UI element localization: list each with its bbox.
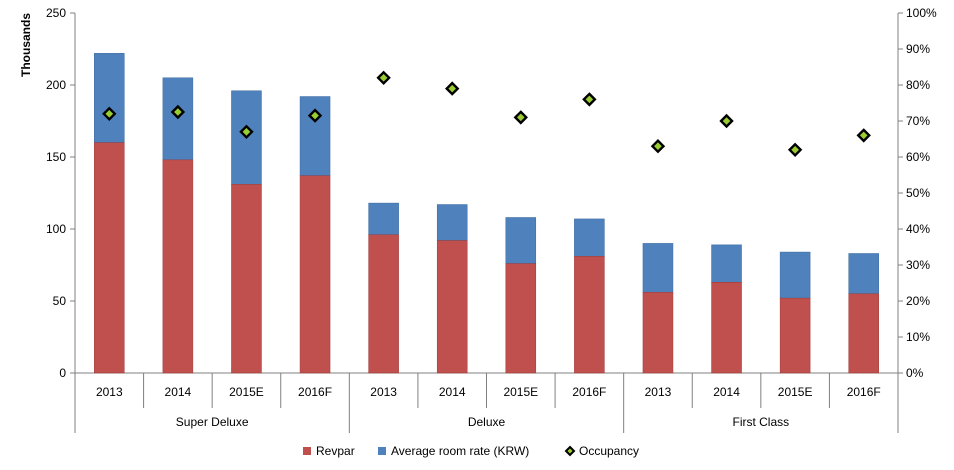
bar-revpar <box>94 142 125 374</box>
occupancy-marker <box>513 110 528 125</box>
bar-average-room-rate <box>848 253 879 295</box>
y2-tick-label: 30% <box>906 258 930 272</box>
y-tick-label: 50 <box>53 294 67 308</box>
group-label: Super Deluxe <box>176 415 249 429</box>
bar-average-room-rate <box>642 243 674 293</box>
y-tick-label: 150 <box>46 150 66 164</box>
y2-tick-label: 100% <box>906 6 937 20</box>
bar-average-room-rate <box>436 204 468 241</box>
y2-tick-label: 40% <box>906 222 930 236</box>
y2-tick-label: 0% <box>906 366 924 380</box>
bar-average-room-rate <box>299 96 331 176</box>
bar-revpar <box>779 297 811 374</box>
y2-tick-label: 10% <box>906 330 930 344</box>
x-tick-label: 2013 <box>96 385 123 399</box>
x-tick-label: 2016F <box>572 385 606 399</box>
occupancy-marker <box>239 124 254 139</box>
occupancy-marker <box>582 92 597 107</box>
x-tick-label: 2016F <box>298 385 332 399</box>
group-label: Deluxe <box>468 415 506 429</box>
bar-average-room-rate <box>505 217 537 264</box>
bar-revpar <box>436 240 468 374</box>
bar-average-room-rate <box>368 202 399 236</box>
occupancy-marker <box>170 104 186 120</box>
occupancy-marker <box>376 70 391 85</box>
y2-tick-label: 80% <box>906 78 930 92</box>
bar-average-room-rate <box>94 53 125 143</box>
x-tick-label: 2013 <box>645 385 672 399</box>
x-tick-label: 2016F <box>847 385 881 399</box>
y2-tick-label: 70% <box>906 114 930 128</box>
x-tick-label: 2015E <box>778 385 813 399</box>
x-tick-label: 2014 <box>165 385 192 399</box>
group-label: First Class <box>732 415 789 429</box>
x-tick-label: 2014 <box>439 385 466 399</box>
y-tick-label: 250 <box>46 6 66 20</box>
bar-revpar <box>162 159 194 374</box>
y-axis-label: Thousands <box>19 13 33 77</box>
bar-revpar <box>299 175 331 374</box>
y-tick-label: 200 <box>46 78 66 92</box>
y2-tick-label: 90% <box>906 42 930 56</box>
occupancy-marker <box>719 113 734 129</box>
bar-revpar <box>642 292 674 374</box>
bar-revpar <box>368 234 399 374</box>
x-tick-label: 2013 <box>370 385 397 399</box>
y-tick-label: 0 <box>59 366 66 380</box>
occupancy-marker <box>650 139 666 154</box>
bar-revpar <box>711 282 742 374</box>
legend-average-room-rate-label: Average room rate (KRW) <box>391 444 529 458</box>
legend-average-room-rate-swatch <box>378 447 386 455</box>
legend-revpar-swatch <box>303 447 311 455</box>
bar-revpar <box>848 293 879 374</box>
occupancy-marker <box>787 142 803 157</box>
bar-revpar <box>505 263 537 374</box>
y2-tick-label: 50% <box>906 186 930 200</box>
x-tick-label: 2014 <box>713 385 740 399</box>
bar-average-room-rate <box>779 251 811 299</box>
occupancy-marker <box>445 81 460 96</box>
y2-tick-label: 20% <box>906 294 930 308</box>
bar-average-room-rate <box>711 244 742 283</box>
legend-revpar-label: Revpar <box>316 444 355 458</box>
occupancy-marker <box>102 106 117 121</box>
bar-revpar <box>574 256 605 374</box>
bar-average-room-rate <box>574 218 605 257</box>
axis-labels: 0 50 100 150 200 250 0% 10% 20% 30% 40% 50% 60% 70% 80… <box>46 6 937 429</box>
axes <box>70 12 903 433</box>
x-tick-label: 2015E <box>503 385 538 399</box>
y2-tick-label: 60% <box>906 150 930 164</box>
bar-revpar <box>231 184 262 374</box>
legend-occupancy-swatch <box>564 445 576 457</box>
occupancy-markers <box>102 70 871 157</box>
bars <box>94 53 879 374</box>
y-tick-label: 100 <box>46 222 66 236</box>
occupancy-marker <box>307 108 323 123</box>
x-tick-label: 2015E <box>229 385 264 399</box>
legend: Revpar Average room rate (KRW) Occupancy <box>303 444 639 458</box>
occupancy-marker <box>856 128 871 143</box>
legend-occupancy-label: Occupancy <box>579 444 639 458</box>
